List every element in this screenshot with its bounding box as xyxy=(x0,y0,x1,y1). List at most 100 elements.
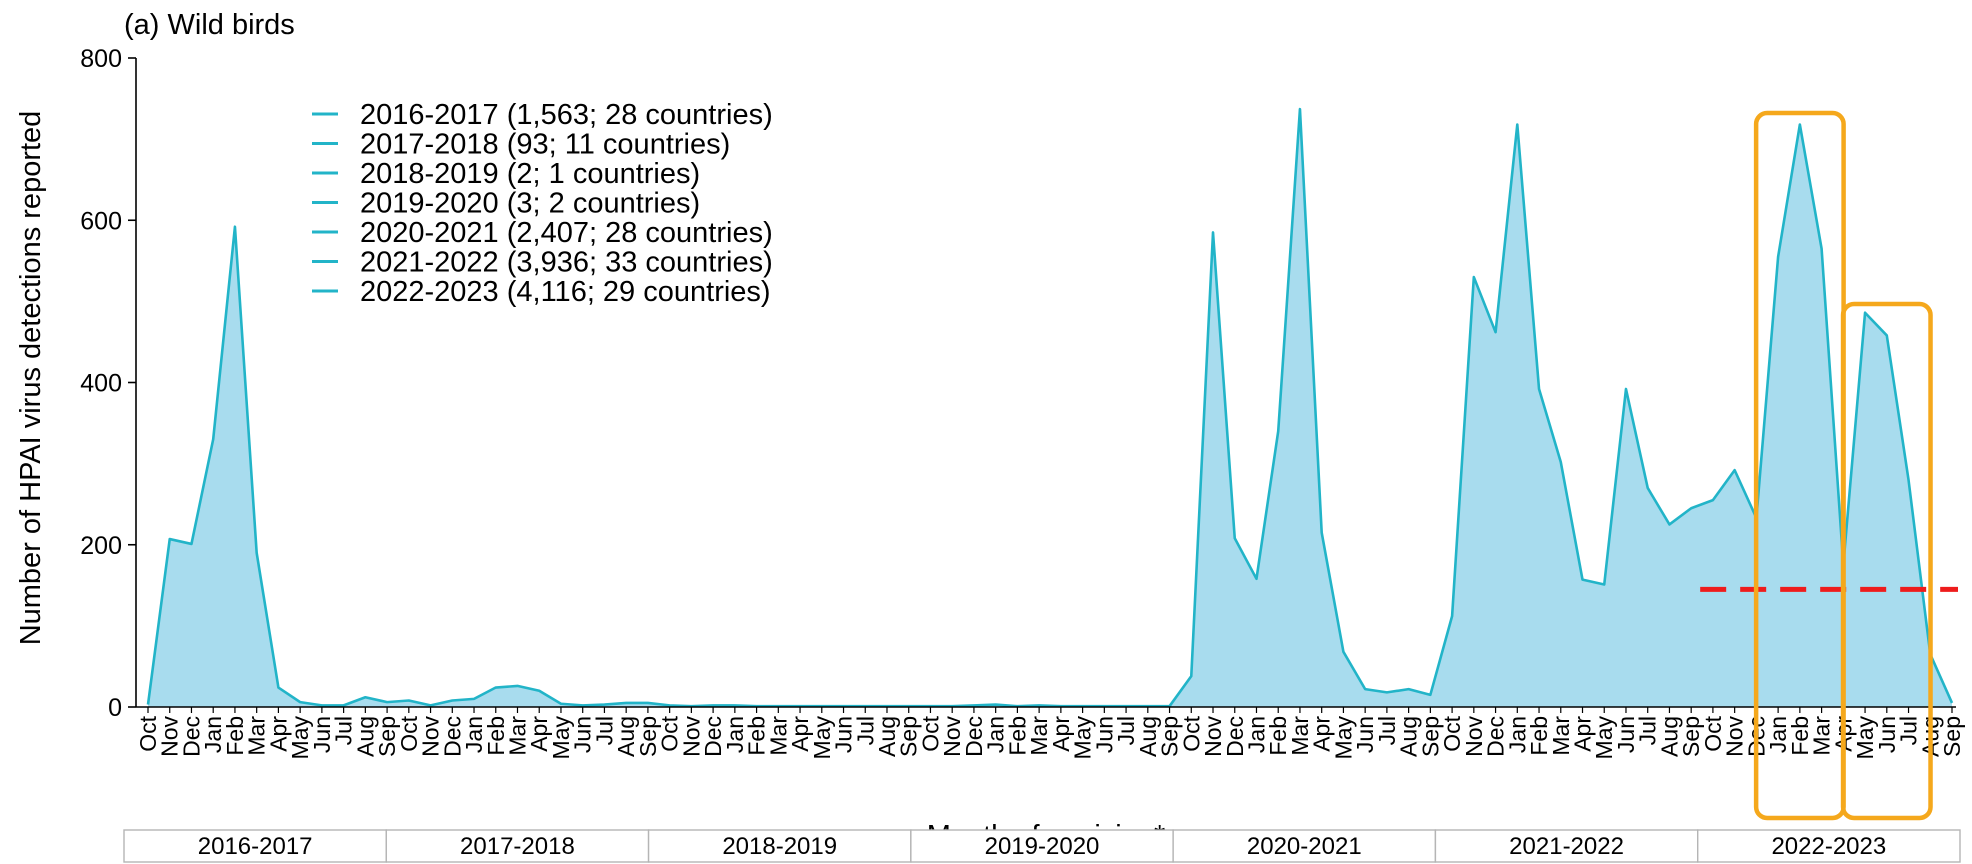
season-cell xyxy=(910,829,1174,863)
x-tick-label: Sep xyxy=(1939,716,1965,757)
season-cell xyxy=(1434,829,1699,863)
x-tick-label: Mar xyxy=(1809,716,1835,756)
x-tick-label: May xyxy=(548,716,574,760)
y-tick-label: 600 xyxy=(80,207,122,235)
x-tick-label: Jul xyxy=(591,716,617,745)
x-tick-label: Jun xyxy=(1874,716,1900,753)
x-tick-label: Oct xyxy=(1178,715,1204,751)
x-tick-label: Nov xyxy=(1722,716,1748,757)
season-strip: 2016-2017 2017-2018 2018-2019 2019-2020 2020… xyxy=(123,829,1961,863)
legend: 2016-2017 (1,563; 28 countries)2017-2018… xyxy=(312,99,773,308)
x-tick-label: Feb xyxy=(222,716,248,756)
x-tick-label: Jan xyxy=(1243,716,1269,753)
x-tick-label: Feb xyxy=(1004,716,1030,756)
x-tick-label: Dec xyxy=(1483,716,1509,757)
series-area xyxy=(148,109,1952,708)
x-tick-label: Feb xyxy=(483,716,509,756)
season-cell xyxy=(647,829,912,863)
x-tick-label: Mar xyxy=(504,716,530,756)
x-tick-label: Jan xyxy=(722,716,748,753)
x-tick-label: Jun xyxy=(1352,716,1378,753)
x-tick-label: Apr xyxy=(1309,716,1335,752)
x-tick-label: Jan xyxy=(983,716,1009,753)
legend-entry: 2022-2023 (4,116; 29 countries) xyxy=(360,276,771,308)
x-tick-label: May xyxy=(809,716,835,760)
legend-entry: 2021-2022 (3,936; 33 countries) xyxy=(360,247,773,279)
y-tick-label: 400 xyxy=(80,370,122,398)
x-tick-label: Sep xyxy=(1417,716,1443,757)
x-tick-label: Apr xyxy=(526,716,552,752)
x-tick-label: Jul xyxy=(1896,716,1922,745)
x-tick-label: Apr xyxy=(787,716,813,752)
x-tick-label: Aug xyxy=(1656,716,1682,757)
x-tick-label: May xyxy=(1070,716,1096,760)
x-tick-label: Oct xyxy=(1700,715,1726,751)
x-tick-label: May xyxy=(1852,716,1878,760)
season-label: 2017-2018 xyxy=(460,833,575,860)
x-tick-label: Feb xyxy=(1265,716,1291,756)
x-tick-label: Aug xyxy=(874,716,900,757)
y-tick-label: 0 xyxy=(108,694,122,722)
x-tick-label: Feb xyxy=(744,716,770,756)
season-label: 2018-2019 xyxy=(722,833,837,860)
x-tick-label: Nov xyxy=(678,716,704,757)
x-tick-label: Mar xyxy=(1287,716,1313,756)
x-tick-label: Apr xyxy=(265,716,291,752)
x-ticks: OctNovDecJanFebMarAprMayJunJulAugSepOctN… xyxy=(135,707,1965,759)
x-tick-label: Jul xyxy=(1635,716,1661,745)
x-tick-label: May xyxy=(287,716,313,760)
y-axis-label: Number of HPAI virus detections reported xyxy=(15,111,47,646)
x-tick-label: Dec xyxy=(439,716,465,757)
y-ticks: 0 200 400 600 800 xyxy=(80,45,136,722)
x-tick-label: Dec xyxy=(961,716,987,757)
x-tick-label: May xyxy=(1330,716,1356,760)
highlight-box xyxy=(1840,301,1933,821)
x-tick-label: Apr xyxy=(1570,716,1596,752)
x-tick-label: Aug xyxy=(1135,716,1161,757)
x-tick-label: Sep xyxy=(896,716,922,757)
season-label: 2022-2023 xyxy=(1771,833,1886,860)
x-tick-label: Jan xyxy=(1504,716,1530,753)
x-tick-label: Dec xyxy=(1222,716,1248,757)
annotations xyxy=(1700,110,1958,821)
x-tick-label: Jul xyxy=(331,716,357,745)
series-line xyxy=(146,107,1954,708)
y-tick-label: 200 xyxy=(80,532,122,560)
x-tick-label: Sep xyxy=(1157,716,1183,757)
x-tick-label: Oct xyxy=(917,715,943,751)
season-label: 2021-2022 xyxy=(1509,833,1624,860)
legend-entry: 2018-2019 (2; 1 countries) xyxy=(360,158,700,190)
season-label: 2016-2017 xyxy=(198,833,313,860)
x-tick-label: Nov xyxy=(418,716,444,757)
x-tick-label: Dec xyxy=(178,716,204,757)
x-tick-label: Aug xyxy=(1396,716,1422,757)
x-tick-label: Nov xyxy=(1461,716,1487,757)
x-tick-label: Jun xyxy=(309,716,335,753)
x-tick-label: Nov xyxy=(1200,716,1226,757)
x-tick-label: Dec xyxy=(700,716,726,757)
x-tick-label: Sep xyxy=(374,716,400,757)
x-tick-label: Jul xyxy=(852,716,878,745)
x-tick-label: Aug xyxy=(352,716,378,757)
x-tick-label: Mar xyxy=(1548,716,1574,756)
x-tick-label: Nov xyxy=(939,716,965,757)
x-tick-label: Jun xyxy=(570,716,596,753)
x-tick-label: Jun xyxy=(831,716,857,753)
data-area xyxy=(146,107,1954,708)
x-tick-label: Oct xyxy=(135,715,161,751)
x-tick-label: Aug xyxy=(613,716,639,757)
x-tick-label: Jun xyxy=(1613,716,1639,753)
x-tick-label: Jul xyxy=(1113,716,1139,745)
x-tick-label: Nov xyxy=(157,716,183,757)
x-tick-label: Jul xyxy=(1374,716,1400,745)
x-tick-label: Oct xyxy=(396,715,422,751)
x-tick-label: Mar xyxy=(1026,716,1052,756)
x-tick-label: Jan xyxy=(200,716,226,753)
x-tick-label: Feb xyxy=(1787,716,1813,756)
chart-title: (a) Wild birds xyxy=(124,9,295,41)
x-tick-label: Mar xyxy=(244,716,270,756)
season-label: 2019-2020 xyxy=(985,833,1100,860)
x-tick-label: Jan xyxy=(461,716,487,753)
x-tick-label: Mar xyxy=(765,716,791,756)
